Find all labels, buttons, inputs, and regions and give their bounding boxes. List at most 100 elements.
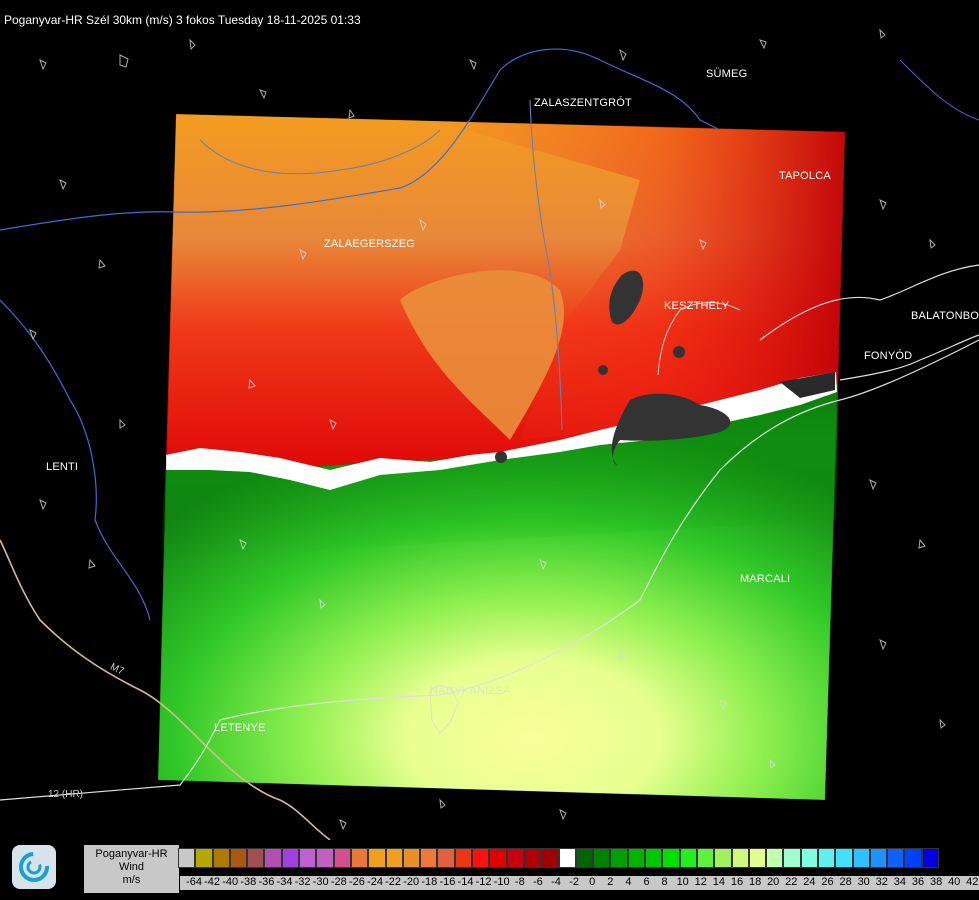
legend-tick-label: 26: [821, 876, 834, 888]
legend-swatch: [541, 848, 559, 868]
no-data-patch: [780, 372, 835, 398]
legend-swatch: [264, 848, 282, 868]
met-service-logo: [12, 845, 56, 889]
city-label-letenye: LETENYE: [214, 722, 266, 734]
city-label-keszthely: KESZTHELY: [664, 300, 730, 312]
city-label-nagykanizsa: NAGYKANIZSA: [430, 685, 511, 697]
road-line: [657, 302, 741, 376]
legend-tick-label: -24: [367, 876, 383, 888]
legend-swatch: [454, 848, 473, 868]
legend-swatch: [420, 848, 438, 868]
legend-tick-label: 18: [748, 876, 762, 888]
city-label-tapolca: TAPOLCA: [779, 170, 831, 182]
legend-swatch: [402, 848, 421, 868]
legend-caption: Poganyvar-HR Wind m/s: [84, 845, 179, 893]
legend-tick-label: 14: [712, 876, 726, 888]
legend-tick-label: -6: [533, 876, 543, 888]
legend-swatch: [869, 848, 888, 868]
river-line: [199, 129, 441, 175]
river-line: [0, 299, 151, 621]
legend-tick-label: 0: [589, 876, 596, 888]
legend-tick-label: -32: [294, 876, 311, 888]
legend-tick-label: 22: [785, 876, 798, 888]
legend-color-scale: [178, 848, 940, 868]
legend-swatch: [523, 848, 542, 868]
legend-tick-label: 42: [966, 876, 979, 888]
legend-swatch: [662, 848, 680, 868]
legend-tick-label: 28: [839, 876, 852, 888]
legend-tick-label: -34: [276, 876, 293, 888]
legend-quantity: Wind: [118, 861, 145, 873]
legend-swatch: [316, 848, 334, 868]
radar-site-marker: [495, 451, 507, 463]
legend-swatch: [333, 848, 351, 868]
legend-swatch: [800, 848, 818, 868]
legend-tick-label: -18: [421, 876, 438, 888]
no-data-patch: [598, 365, 608, 375]
legend-tick-label: -8: [514, 876, 525, 888]
river-line: [899, 59, 979, 121]
legend-swatch: [437, 848, 455, 868]
country-border: [0, 539, 331, 841]
radar-orange-tongue: [400, 270, 564, 440]
legend-swatch: [195, 848, 213, 868]
city-label-lenti: LENTI: [46, 461, 79, 473]
road-label-12hr: 12 (HR): [48, 789, 84, 800]
legend-tick-label: 32: [875, 876, 888, 888]
legend-tick-label: 16: [730, 876, 744, 888]
legend-tick-label: -42: [204, 876, 221, 888]
river-line: [0, 48, 721, 231]
no-data-patch: [611, 393, 731, 466]
city-label-sumeg: SÜMEG: [706, 68, 748, 80]
legend-swatch: [350, 848, 369, 868]
legend-swatch: [489, 848, 507, 868]
settlement-outlines: [29, 28, 946, 831]
legend-swatch: [714, 848, 732, 868]
city-label-zalaszentgrot: ZALASZENTGRÓT: [534, 97, 632, 109]
legend-swatch: [904, 848, 922, 868]
legend-tick-label: -2: [569, 876, 579, 888]
legend-tick-label: 6: [643, 876, 650, 888]
legend-swatch: [281, 848, 300, 868]
legend-tick-label: -14: [457, 876, 474, 888]
legend-unit: m/s: [122, 874, 141, 886]
radar-domain-outline: [157, 113, 846, 801]
legend-tick-label: -12: [475, 876, 492, 888]
legend-tick-label: 24: [803, 876, 816, 888]
legend-swatch: [783, 848, 801, 868]
legend-swatch: [921, 848, 940, 868]
legend-swatch: [368, 848, 386, 868]
legend-swatch: [247, 848, 265, 868]
road-line: [759, 264, 979, 341]
legend-tick-label: -40: [222, 876, 239, 888]
legend-swatch: [610, 848, 628, 868]
legend-tick-label: 34: [893, 876, 907, 888]
legend-swatch: [506, 848, 524, 868]
city-label-marcali: MARCALI: [740, 573, 791, 585]
legend-swatch: [178, 848, 196, 868]
legend-swatch: [852, 848, 870, 868]
legend-swatch: [679, 848, 697, 868]
no-data-patch: [673, 346, 685, 358]
legend-swatch: [575, 848, 594, 868]
legend-swatch: [731, 848, 749, 868]
legend-swatch: [229, 848, 248, 868]
legend-tick-label: -38: [240, 876, 257, 888]
legend-tick-label: 36: [911, 876, 925, 888]
legend-tick-label: 2: [607, 876, 614, 888]
legend-swatch: [817, 848, 836, 868]
river-line: [529, 99, 563, 431]
legend-swatch: [385, 848, 403, 868]
city-label-balatonboglar: BALATONBO: [911, 310, 979, 322]
legend-tick-label: 38: [929, 876, 943, 888]
legend-tick-label: 8: [661, 876, 668, 888]
legend-tick-label: -64: [186, 876, 202, 888]
legend-station: Poganyvar-HR: [95, 848, 168, 860]
legend-swatch: [696, 848, 715, 868]
legend-swatch: [558, 848, 576, 868]
legend-tick-label: 10: [676, 876, 689, 888]
swirl-icon: [19, 852, 49, 882]
legend-tick-label: 20: [767, 876, 780, 888]
legend-tick-label: -16: [439, 876, 456, 888]
